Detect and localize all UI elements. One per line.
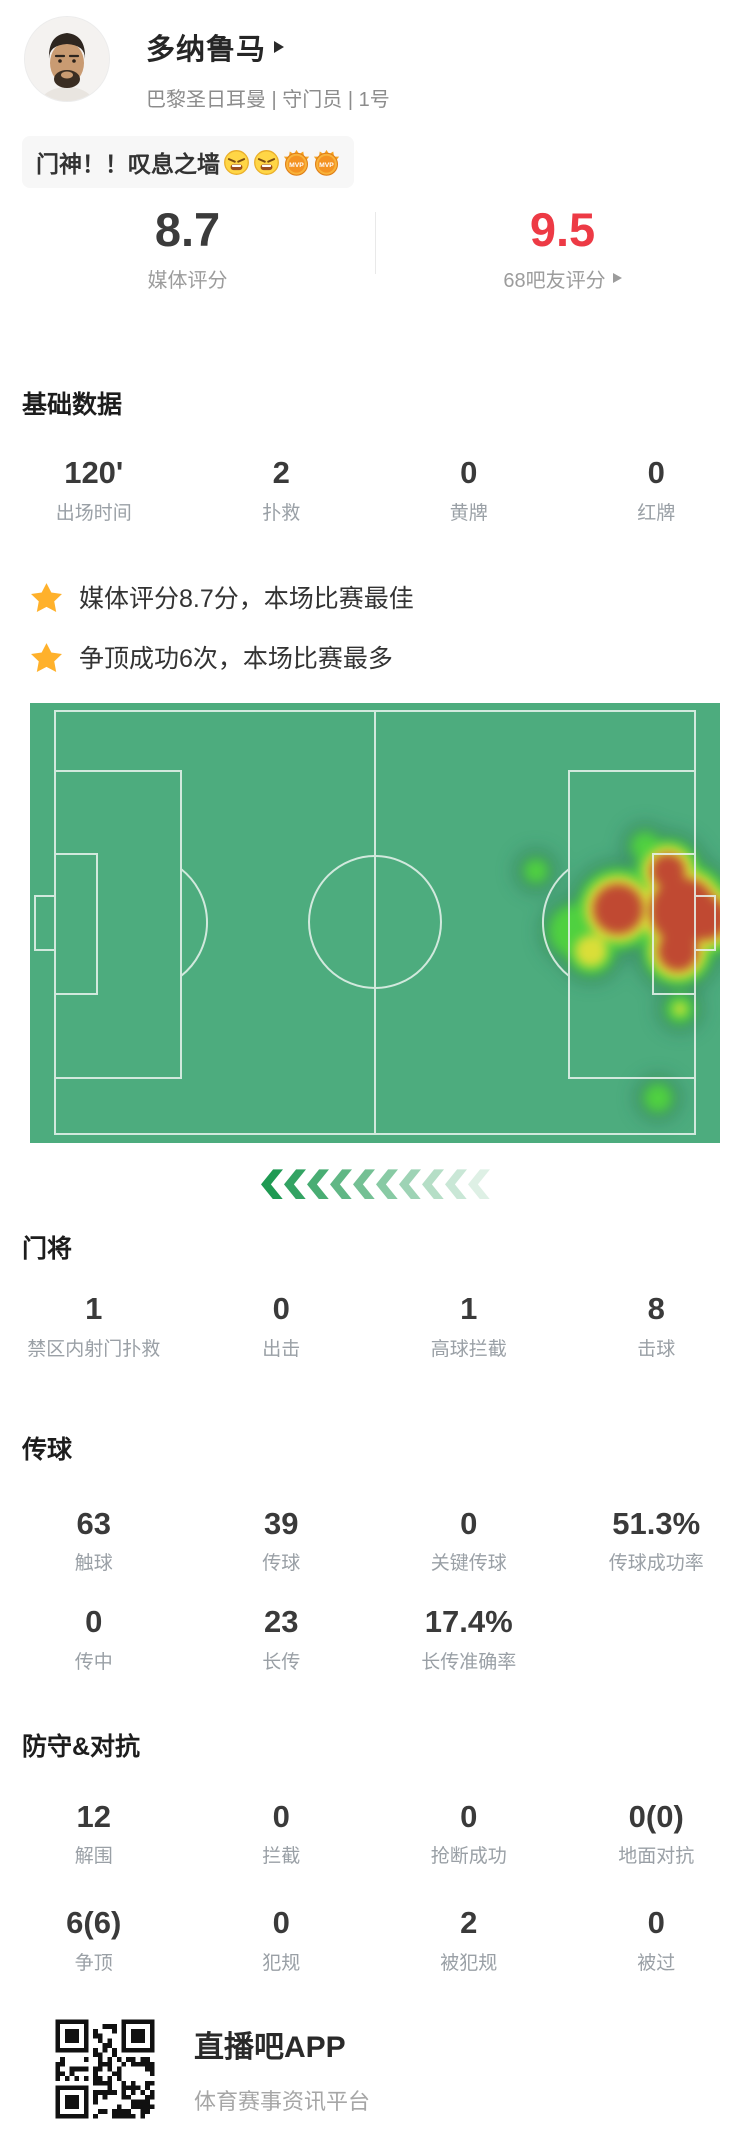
stat-aerial-duels: 6(6) 争顶 bbox=[0, 1905, 188, 1975]
app-name: 直播吧APP bbox=[194, 2022, 370, 2066]
mvp-badge-emoji: MVP bbox=[283, 149, 310, 176]
direction-chevron bbox=[284, 1169, 306, 1199]
direction-chevron bbox=[468, 1169, 490, 1199]
stat-runs-out: 0 出击 bbox=[188, 1291, 376, 1361]
avatar bbox=[24, 16, 110, 102]
direction-chevron bbox=[422, 1169, 444, 1199]
direction-chevron bbox=[376, 1169, 398, 1199]
media-rating-value: 8.7 bbox=[0, 206, 375, 254]
direction-chevron bbox=[445, 1169, 467, 1199]
stat-key-passes: 0 关键传球 bbox=[375, 1506, 563, 1576]
fans-rating-label[interactable]: 68吧友评分 bbox=[375, 264, 750, 293]
caret-right-icon[interactable] bbox=[274, 41, 284, 53]
passing-stats-row-2: 0 传中 23 长传 17.4% 长传准确率 bbox=[0, 1604, 750, 1674]
footer: 直播吧APP 体育赛事资讯平台 bbox=[46, 2010, 750, 2153]
stat-clearances: 12 解围 bbox=[0, 1799, 188, 1869]
stat-passes: 39 传球 bbox=[188, 1506, 376, 1576]
header: 多纳鲁马 巴黎圣日耳曼 | 守门员 | 1号 bbox=[0, 0, 750, 112]
direction-chevron bbox=[261, 1169, 283, 1199]
avatar-photo bbox=[25, 17, 109, 101]
player-meta: 巴黎圣日耳曼 | 守门员 | 1号 bbox=[146, 83, 390, 112]
fans-rating: 9.5 68吧友评分 bbox=[375, 206, 750, 293]
section-title-goalkeeper: 门将 bbox=[22, 1229, 750, 1265]
heatmap-pitch bbox=[30, 703, 720, 1143]
defense-stats-row-1: 12 解围 0 拦截 0 抢断成功 0(0) 地面对抗 bbox=[0, 1799, 750, 1869]
media-rating: 8.7 媒体评分 bbox=[0, 206, 375, 293]
highlight-row: 争顶成功6次，本场比赛最多 bbox=[30, 639, 750, 675]
caret-right-icon bbox=[613, 273, 622, 283]
direction-chevron bbox=[399, 1169, 421, 1199]
stat-long-ball-accuracy: 17.4% 长传准确率 bbox=[375, 1604, 563, 1674]
star-icon bbox=[30, 581, 63, 614]
highlight-row: 媒体评分8.7分，本场比赛最佳 bbox=[30, 579, 750, 615]
goalkeeper-stats-grid: 1 禁区内射门扑救 0 出击 1 高球拦截 8 击球 bbox=[0, 1291, 750, 1361]
passing-stats-row-1: 63 触球 39 传球 0 关键传球 51.3% 传球成功率 bbox=[0, 1506, 750, 1576]
stat-was-fouled: 2 被犯规 bbox=[375, 1905, 563, 1975]
direction-indicator bbox=[0, 1169, 750, 1199]
comment-text: 门神！！叹息之墙 bbox=[36, 145, 220, 179]
section-title-basic: 基础数据 bbox=[22, 385, 750, 421]
comment-bubble: 门神！！叹息之墙 MVP MVP bbox=[22, 136, 354, 188]
stat-saves-inside-box: 1 禁区内射门扑救 bbox=[0, 1291, 188, 1361]
player-name: 多纳鲁马 bbox=[146, 26, 266, 68]
svg-text:MVP: MVP bbox=[319, 162, 334, 169]
highlight-text: 媒体评分8.7分，本场比赛最佳 bbox=[79, 579, 414, 615]
mvp-badge-emoji: MVP bbox=[313, 149, 340, 176]
vertical-divider bbox=[375, 212, 376, 274]
section-title-passing: 传球 bbox=[22, 1430, 750, 1466]
media-rating-label: 媒体评分 bbox=[0, 264, 375, 293]
stat-pass-accuracy: 51.3% 传球成功率 bbox=[563, 1506, 750, 1576]
fans-rating-value: 9.5 bbox=[375, 206, 750, 254]
player-name-row[interactable]: 多纳鲁马 bbox=[146, 26, 390, 68]
direction-chevron bbox=[330, 1169, 352, 1199]
highlight-text: 争顶成功6次，本场比赛最多 bbox=[79, 639, 393, 675]
stat-high-claims: 1 高球拦截 bbox=[375, 1291, 563, 1361]
qr-code bbox=[46, 2010, 164, 2128]
app-tagline: 体育赛事资讯平台 bbox=[194, 2084, 370, 2116]
stat-punches: 8 击球 bbox=[563, 1291, 750, 1361]
direction-chevron bbox=[353, 1169, 375, 1199]
stat-red-cards: 0 红牌 bbox=[563, 455, 750, 525]
stat-yellow-cards: 0 黄牌 bbox=[375, 455, 563, 525]
stat-minutes: 120' 出场时间 bbox=[0, 455, 188, 525]
stat-empty bbox=[563, 1604, 750, 1674]
stat-saves: 2 扑救 bbox=[188, 455, 376, 525]
star-icon bbox=[30, 641, 63, 674]
header-info: 多纳鲁马 巴黎圣日耳曼 | 守门员 | 1号 bbox=[146, 16, 390, 112]
laughing-angry-emoji bbox=[253, 149, 280, 176]
laughing-angry-emoji bbox=[223, 149, 250, 176]
direction-chevron bbox=[307, 1169, 329, 1199]
svg-text:MVP: MVP bbox=[289, 162, 304, 169]
stat-long-balls: 23 长传 bbox=[188, 1604, 376, 1674]
stat-interceptions: 0 拦截 bbox=[188, 1799, 376, 1869]
footer-text: 直播吧APP 体育赛事资讯平台 bbox=[194, 2022, 370, 2116]
stat-ground-duels: 0(0) 地面对抗 bbox=[563, 1799, 750, 1869]
defense-stats-row-2: 6(6) 争顶 0 犯规 2 被犯规 0 被过 bbox=[0, 1905, 750, 1975]
stat-touches: 63 触球 bbox=[0, 1506, 188, 1576]
stat-crosses: 0 传中 bbox=[0, 1604, 188, 1674]
ratings-row: 8.7 媒体评分 9.5 68吧友评分 bbox=[0, 206, 750, 293]
stat-fouls: 0 犯规 bbox=[188, 1905, 376, 1975]
stat-tackles-won: 0 抢断成功 bbox=[375, 1799, 563, 1869]
stat-dribbled-past: 0 被过 bbox=[563, 1905, 750, 1975]
section-title-defense: 防守&对抗 bbox=[22, 1727, 750, 1763]
heatmap-section bbox=[30, 703, 720, 1143]
basic-stats-grid: 120' 出场时间 2 扑救 0 黄牌 0 红牌 bbox=[0, 455, 750, 525]
